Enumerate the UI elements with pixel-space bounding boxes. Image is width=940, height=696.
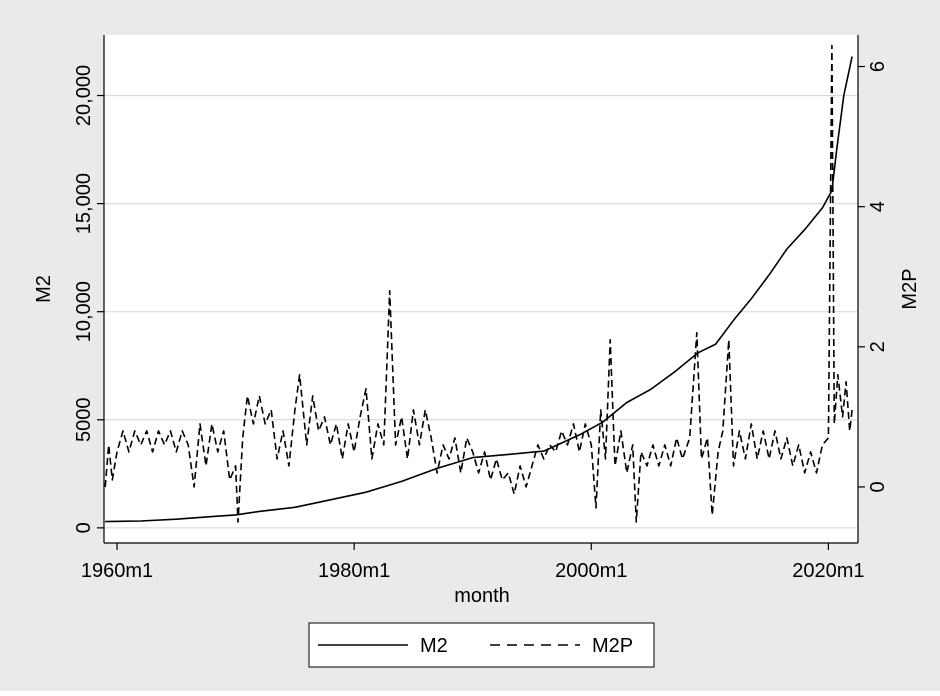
legend-label-m2: M2 [420, 635, 448, 657]
y-right-tick-label: 4 [867, 201, 889, 212]
legend-box [308, 622, 655, 668]
y-left-tick-label: 10,000 [73, 281, 95, 342]
x-axis-label: month [454, 585, 510, 607]
gridlines [104, 94, 858, 529]
x-tick-label: 1960m1 [81, 560, 153, 582]
y-left-tick-label: 0 [73, 522, 95, 533]
x-tick-label: 2000m1 [555, 560, 627, 582]
x-tick-label: 2020m1 [792, 560, 864, 582]
y-left-tick-label: 15,000 [73, 173, 95, 234]
y-right-tick-label: 6 [867, 61, 889, 72]
plot-background [104, 35, 858, 543]
y-right-tick-label: 2 [867, 341, 889, 352]
y-left-tick-label: 20,000 [73, 65, 95, 126]
series-line-m2p [104, 44, 853, 523]
x-tick-label: 1980m1 [318, 560, 390, 582]
legend: M2 M2P [308, 622, 655, 668]
series-layer [104, 44, 853, 523]
series-line-m2 [105, 56, 853, 523]
y-left-tick-label: 5000 [73, 398, 95, 443]
axis-ticks: 0 5000 10,000 15,000 20,000 0 2 4 6 1960m1 1980m1 2… [73, 61, 889, 582]
y-right-tick-label: 0 [867, 481, 889, 492]
y-axis-left-label: M2 [33, 275, 55, 303]
legend-label-m2p: M2P [592, 635, 633, 657]
y-axis-right-label: M2P [899, 268, 921, 309]
